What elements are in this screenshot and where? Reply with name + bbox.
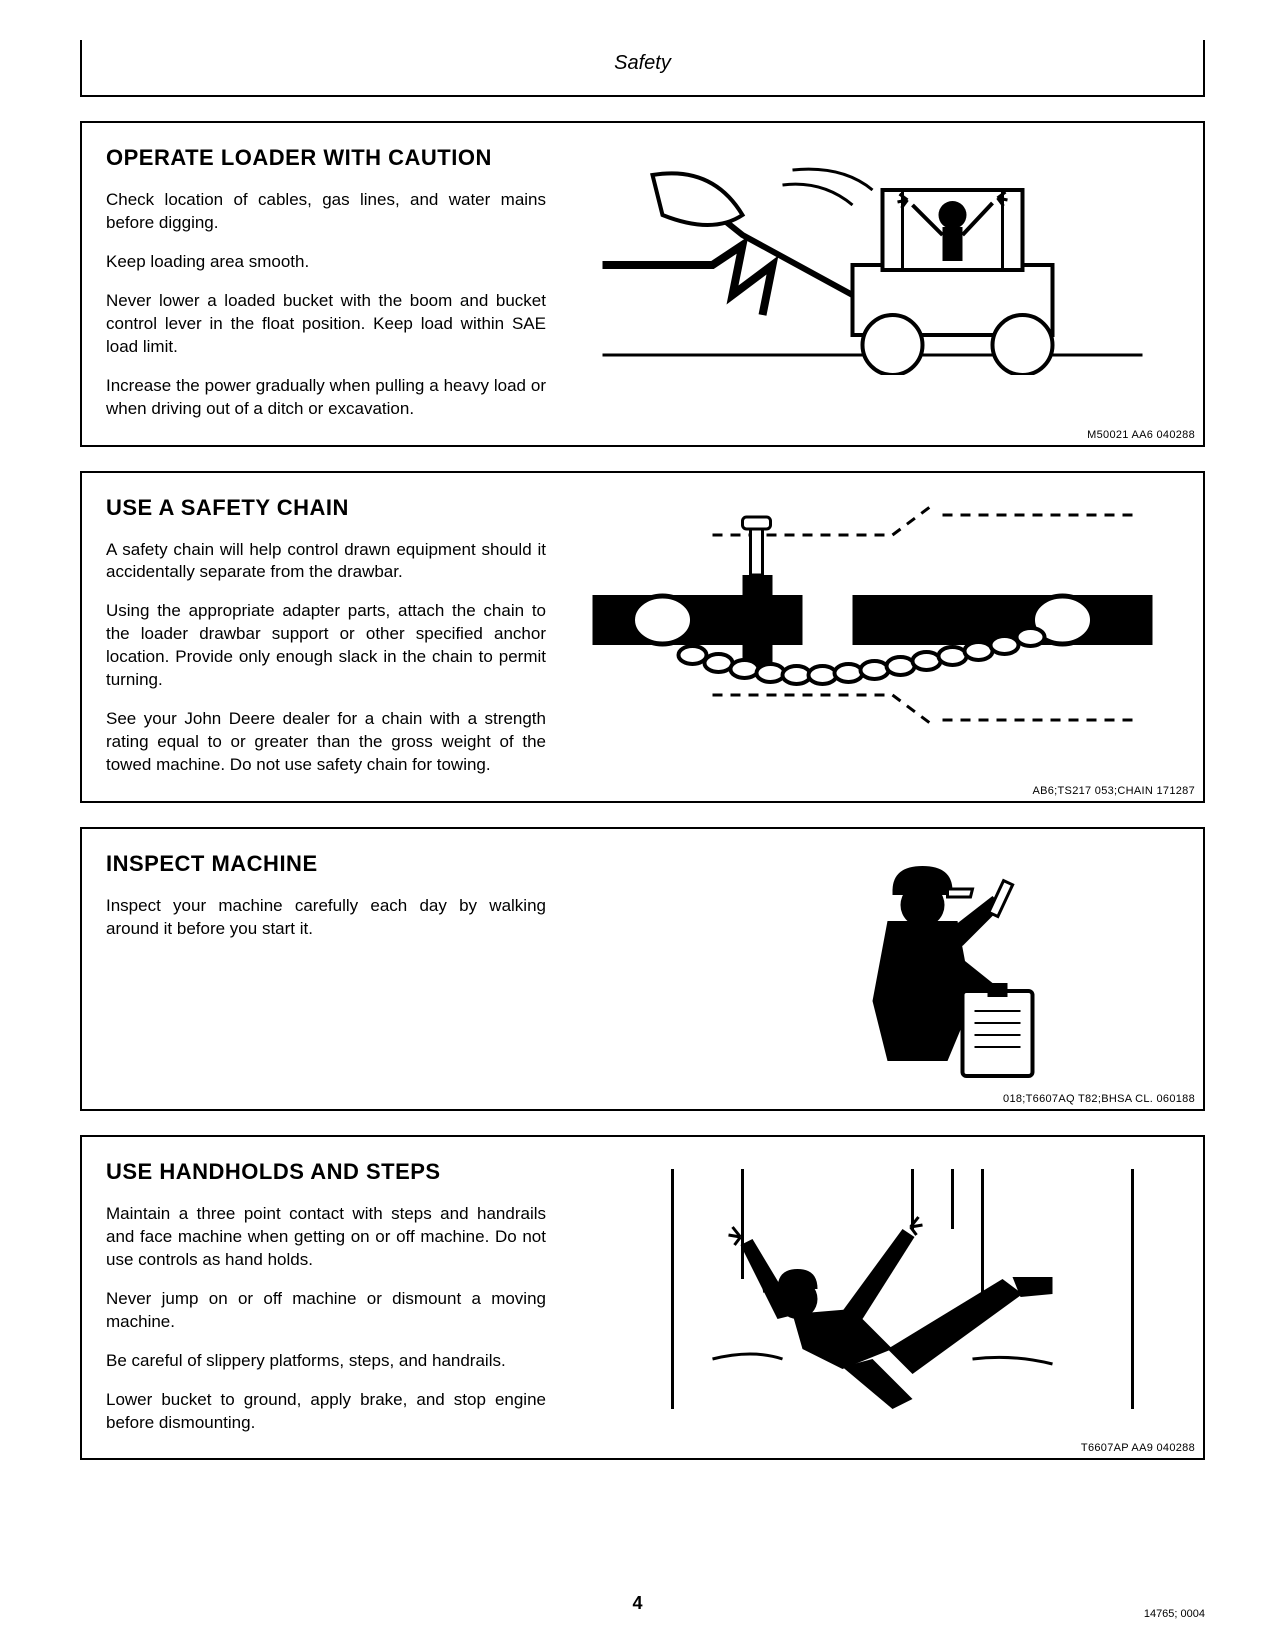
section-title: OPERATE LOADER WITH CAUTION [106,145,546,171]
section-text: INSPECT MACHINE Inspect your machine car… [106,851,546,1101]
paragraph: Check location of cables, gas lines, and… [106,189,546,235]
document-code: 14765; 0004 [1144,1608,1205,1620]
paragraph: Increase the power gradually when pullin… [106,375,546,421]
section-text: USE HANDHOLDS AND STEPS Maintain a three… [106,1159,546,1451]
illustration-falling [566,1159,1179,1451]
illustration-loader [566,145,1179,437]
paragraph: Lower bucket to ground, apply brake, and… [106,1389,546,1435]
section-title: INSPECT MACHINE [106,851,546,877]
section-handholds-steps: USE HANDHOLDS AND STEPS Maintain a three… [80,1135,1205,1461]
section-safety-chain: USE A SAFETY CHAIN A safety chain will h… [80,471,1205,803]
section-text: USE A SAFETY CHAIN A safety chain will h… [106,495,546,793]
paragraph: Keep loading area smooth. [106,251,546,274]
page-number: 4 [0,1593,1275,1614]
section-inspect-machine: INSPECT MACHINE Inspect your machine car… [80,827,1205,1111]
section-text: OPERATE LOADER WITH CAUTION Check locati… [106,145,546,437]
paragraph: A safety chain will help control drawn e… [106,539,546,585]
section-operate-loader: OPERATE LOADER WITH CAUTION Check locati… [80,121,1205,447]
paragraph: Be careful of slippery platforms, steps,… [106,1350,546,1373]
paragraph: Never lower a loaded bucket with the boo… [106,290,546,359]
illustration-inspector [566,851,1179,1101]
section-title: USE HANDHOLDS AND STEPS [106,1159,546,1185]
paragraph: See your John Deere dealer for a chain w… [106,708,546,777]
paragraph: Using the appropriate adapter parts, att… [106,600,546,692]
reference-code: 018;T6607AQ T82;BHSA CL. 060188 [1003,1093,1195,1105]
illustration-chain [566,495,1179,793]
paragraph: Maintain a three point contact with step… [106,1203,546,1272]
page-header: Safety [80,40,1205,97]
reference-code: M50021 AA6 040288 [1087,429,1195,441]
section-title: USE A SAFETY CHAIN [106,495,546,521]
reference-code: AB6;TS217 053;CHAIN 171287 [1032,785,1195,797]
paragraph: Inspect your machine carefully each day … [106,895,546,941]
paragraph: Never jump on or off machine or dismount… [106,1288,546,1334]
reference-code: T6607AP AA9 040288 [1081,1442,1195,1454]
